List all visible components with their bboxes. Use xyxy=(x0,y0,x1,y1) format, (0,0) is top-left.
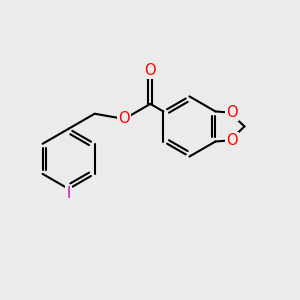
Text: O: O xyxy=(118,112,130,127)
Text: O: O xyxy=(226,105,238,120)
Text: O: O xyxy=(145,63,156,78)
Text: I: I xyxy=(67,186,71,201)
Text: O: O xyxy=(226,133,238,148)
